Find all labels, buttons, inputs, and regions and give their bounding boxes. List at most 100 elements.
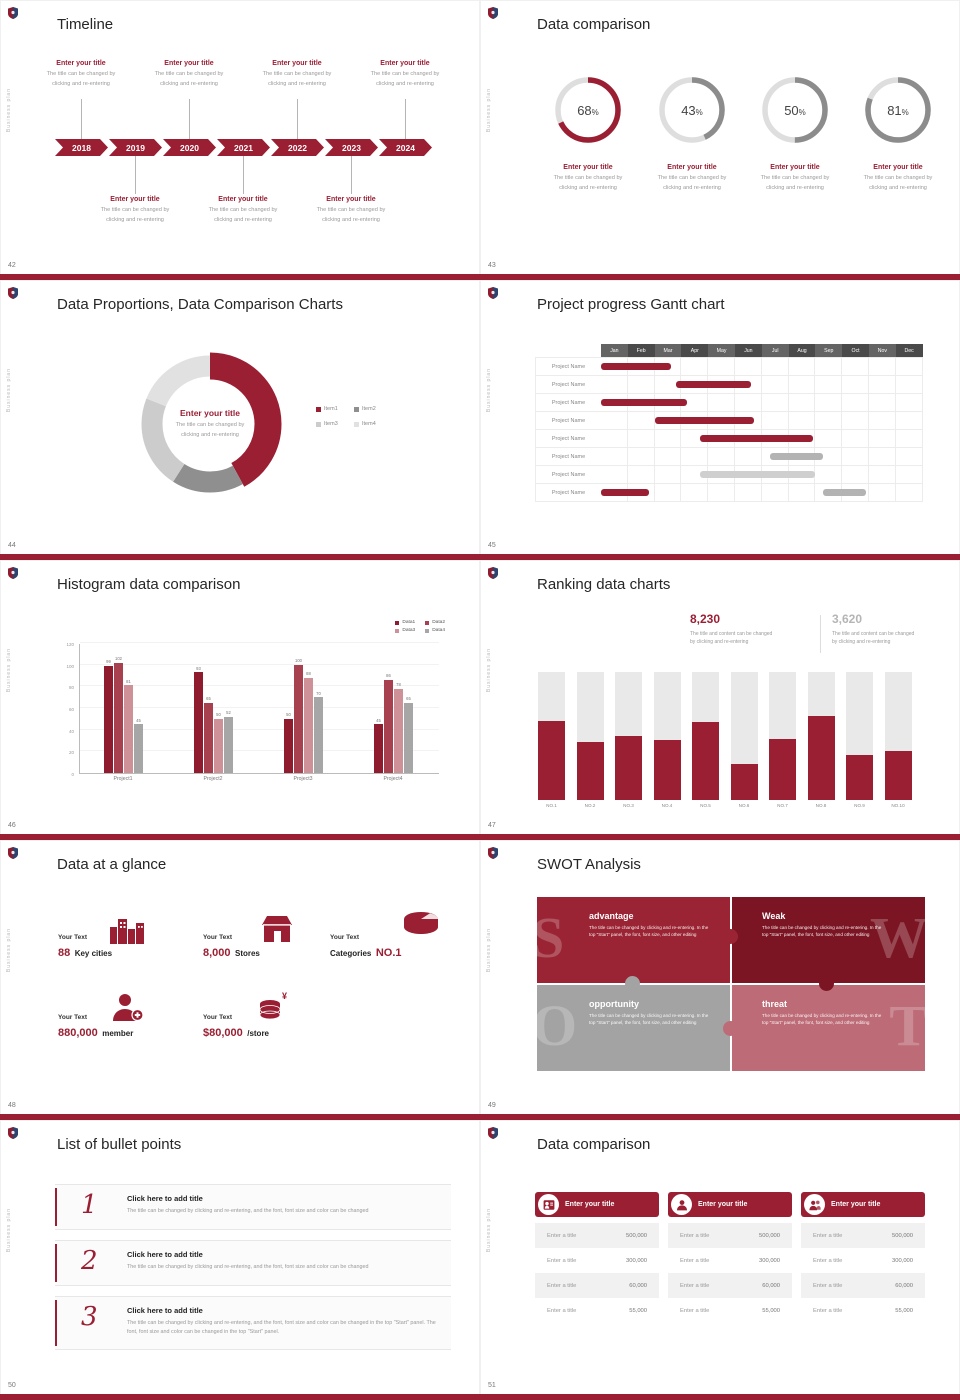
row-value: 500,000 [626,1232,647,1239]
caption-desc-line2: clicking and re-entering [559,184,617,191]
bullet-item: 1 Click here to add title The title can … [55,1184,451,1230]
ranking-column: NO.4 [653,672,681,808]
bullet-title: Click here to add title [127,1306,203,1315]
legend-label: Data2 [432,620,445,625]
bar-value-label: 65 [206,696,211,702]
row-label: Enter a title [547,1282,577,1289]
swot-grid: S advantage The title can be changed by … [537,897,925,1071]
people-icon [808,1200,821,1210]
footer-accent-bar [480,1114,960,1120]
swot-word: Weak [762,911,786,921]
gantt-grid-cell [654,430,682,448]
sidebar-vertical-text: Business plan [486,368,492,413]
ranking-bar-chart: NO.1 NO.2 NO.3 NO.4 NO.5 NO.6 NO.7 NO.8 NO.9 NO.1… [538,672,912,808]
gantt-row-label: Project Name [536,376,601,394]
comparison-row: Enter a title 55,000 [535,1298,659,1323]
slide-page-48-data-glance[interactable]: Business plan Data at a glance Your Text… [0,840,480,1120]
slide-page-51-data-comparison[interactable]: Business plan Data comparison Enter your… [480,1120,960,1400]
milestone-desc: The title can be changed by clicking and … [255,70,339,89]
comparison-row: Enter a title 60,000 [535,1273,659,1298]
slide-page-49-swot[interactable]: Business plan SWOT Analysis S advantage … [480,840,960,1120]
histogram-bar [284,718,293,773]
gantt-chart: Jan Feb Mar Apr May Jun Jul Aug Sep Oct Nov Dec Pro… [535,344,923,504]
slide-page-45-gantt-chart[interactable]: Business plan Project progress Gantt cha… [480,280,960,560]
histogram-bar [224,716,233,773]
stat-label: Your Text [58,934,88,941]
ranking-column: NO.5 [692,672,719,808]
percent-sign: % [695,107,703,117]
row-value: 500,000 [892,1232,913,1239]
bullet-title: Click here to add title [127,1250,203,1259]
gantt-grid-cell [868,466,896,484]
milestone-title: Enter your title [164,60,214,67]
gantt-bar [601,399,687,406]
caption-desc: The title can be changed by clicking and … [644,174,740,193]
secondary-stat: 3,620 The title and content can be chang… [832,612,957,646]
slide-page-47-ranking[interactable]: Business plan Ranking data charts 8,230 … [480,560,960,840]
timeline-milestone: Enter your title The title can be change… [363,60,447,89]
slide-page-42-timeline[interactable]: Business plan Timeline Enter your title … [0,0,480,280]
page-title: List of bullet points [57,1136,182,1153]
caption-desc-line1: The title can be changed by [863,175,933,181]
legend-swatch [316,421,321,427]
stat-desc-line1: The title and content can be changed [832,631,915,637]
stat-number: 880,000 [58,1027,98,1039]
stat-number: 8,000 [203,947,231,959]
gantt-bar [601,489,650,496]
gantt-bar [601,363,671,370]
milestone-desc-line2: clicking and re-entering [214,216,272,223]
comparison-row: Enter a title 300,000 [535,1248,659,1273]
slide-page-43-data-comparison[interactable]: Business plan Data comparison 68% 43% 50… [480,0,960,280]
gantt-month: Feb [627,344,655,357]
gantt-grid-cell [627,448,655,466]
slide-page-46-histogram[interactable]: Business plan Histogram data comparison … [0,560,480,840]
row-value: 500,000 [759,1232,780,1239]
sidebar-vertical-text: Business plan [6,1208,12,1253]
person-card-icon [543,1199,554,1210]
donut-center-text: Enter your title The title can be change… [130,408,290,440]
gantt-grid [601,357,923,502]
milestone-title: Enter your title [326,196,376,203]
legend-label: Data3 [402,628,416,633]
gantt-grid-cell [788,358,816,376]
row-value: 55,000 [629,1307,647,1314]
slide-page-44-data-proportions[interactable]: Business plan Data Proportions, Data Com… [0,280,480,560]
page-number: 48 [8,1102,16,1109]
swot-word: opportunity [589,999,639,1009]
stat-unit: Categories [330,949,372,958]
ranking-bar-fill [538,720,565,800]
milestone-desc-line1: The title can be changed by [208,207,278,213]
row-label: Enter a title [547,1307,577,1314]
gantt-grid-cell [761,394,789,412]
swot-desc: The title can be changed by clicking and… [762,1013,882,1026]
gantt-grid-cell [842,394,869,412]
gantt-grid-cell [734,394,762,412]
donut-caption: Enter your title The title can be change… [850,164,946,193]
gantt-grid-cell [627,376,655,394]
timeline-year: 2023 [325,139,378,156]
milestone-desc: The title can be changed by clicking and … [309,206,393,225]
milestone-desc-line1: The title can be changed by [46,71,116,77]
x-category-label: Project1 [113,776,133,782]
ranking-bar-track [884,672,912,800]
sidebar-vertical-text: Business plan [6,648,12,693]
stat-unit: Key cities [74,949,113,958]
gantt-month: Jul [761,344,789,357]
bar-value-label: 45 [376,717,381,723]
gantt-grid-cell [895,430,923,448]
legend-label: Data4 [432,628,445,633]
caption-desc: The title can be changed by clicking and … [850,174,946,193]
caption-desc-line2: clicking and re-entering [766,184,824,191]
stat-item-revenue: ¥ Your Text $80,000 /store [203,991,343,1052]
ranking-column: NO.7 [769,672,796,808]
bar-value-label: 78 [396,682,401,687]
stat-desc: The title and content can be changed by c… [690,630,815,646]
slide-page-50-bullet-list[interactable]: Business plan List of bullet points 1 Cl… [0,1120,480,1400]
x-category-label: Project2 [203,776,223,782]
page-title: Project progress Gantt chart [537,296,725,313]
stat-value: 8,230 [690,612,721,626]
stat-item-categories: Your Text Categories NO.1 [330,912,470,972]
row-value: 60,000 [629,1282,647,1289]
sidebar-vertical-text: Business plan [6,368,12,413]
